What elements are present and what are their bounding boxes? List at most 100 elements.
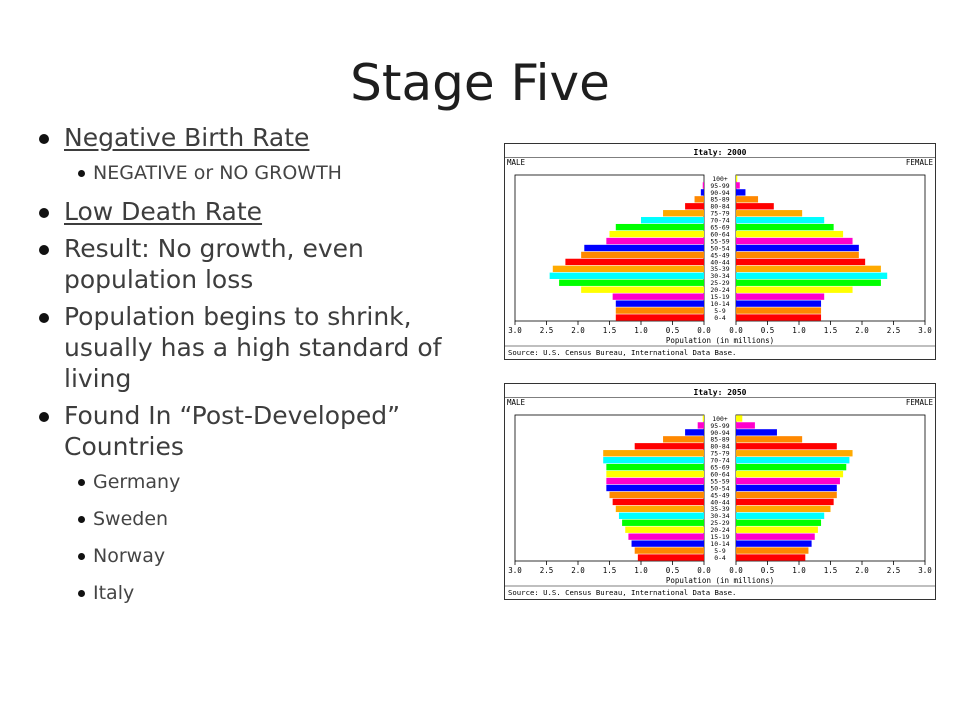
female-bar	[736, 307, 822, 314]
x-axis-label: Population (in millions)	[666, 576, 774, 585]
x-tick-label: 3.0	[508, 566, 522, 575]
age-group-label: 85-89	[710, 196, 729, 204]
age-group-label: 75-79	[710, 210, 729, 218]
age-group-label: 15-19	[710, 533, 729, 541]
female-bar	[736, 251, 859, 259]
age-group-label: 65-69	[710, 464, 729, 472]
bullet-result: Result: No growth, even population loss	[38, 233, 488, 295]
male-bar	[615, 505, 704, 513]
female-bar	[736, 540, 812, 547]
female-bar	[736, 526, 818, 533]
age-group-label: 90-94	[710, 429, 729, 437]
female-bar	[736, 279, 881, 286]
male-bar	[625, 526, 704, 533]
x-tick-label: 1.5	[824, 566, 838, 575]
female-bar	[736, 457, 850, 464]
male-bar	[559, 279, 704, 286]
male-bar	[549, 272, 704, 279]
x-axis-label: Population (in millions)	[666, 336, 774, 345]
female-bar	[736, 203, 774, 210]
x-tick-label: 0.5	[761, 566, 775, 575]
female-bar	[736, 237, 853, 245]
source-note: Source: U.S. Census Bureau, Internationa…	[508, 348, 736, 357]
male-bar	[615, 223, 704, 231]
male-bar	[628, 533, 704, 540]
age-group-label: 60-64	[710, 470, 729, 478]
male-bar	[584, 244, 704, 252]
female-bar	[736, 272, 888, 279]
male-bar	[606, 484, 704, 492]
age-group-label: 80-84	[710, 443, 729, 451]
x-tick-label: 0.5	[666, 566, 680, 575]
x-tick-label: 2.0	[855, 566, 869, 575]
age-group-label: 50-54	[710, 484, 729, 492]
male-bar	[606, 463, 704, 471]
x-tick-label: 2.5	[887, 326, 901, 335]
male-bar	[552, 265, 704, 273]
male-bar	[581, 286, 704, 293]
male-bar	[622, 519, 704, 526]
female-bar	[736, 230, 844, 238]
female-bar	[736, 217, 825, 224]
male-bar	[694, 196, 704, 203]
x-tick-label: 2.0	[571, 566, 585, 575]
age-group-label: 60-64	[710, 230, 729, 238]
chart-title: Italy: 2000	[694, 148, 747, 157]
age-group-label: 0-4	[714, 314, 726, 322]
male-bar	[685, 429, 704, 436]
x-tick-label: 1.0	[792, 566, 806, 575]
male-bar	[697, 422, 704, 429]
bullet-population-shrink: Population begins to shrink, usually has…	[38, 301, 488, 394]
x-tick-label: 0.0	[729, 566, 743, 575]
female-bar	[736, 463, 847, 471]
male-bar	[702, 415, 704, 422]
x-tick-label: 3.0	[918, 326, 932, 335]
male-bar	[606, 470, 704, 478]
female-bar	[736, 196, 759, 203]
age-group-label: 25-29	[710, 519, 729, 527]
sub-bullet-negative-growth: NEGATIVE or NO GROWTH	[38, 159, 488, 187]
female-bar	[736, 512, 825, 519]
source-note: Source: U.S. Census Bureau, Internationa…	[508, 588, 736, 597]
chart-title: Italy: 2050	[694, 388, 747, 397]
female-bar	[736, 450, 853, 457]
male-bar	[612, 498, 704, 506]
male-label: MALE	[507, 158, 526, 167]
age-group-label: 25-29	[710, 279, 729, 287]
pyramid-svg: Italy: 2000 MALE FEMALE 100+95-9990-9485-89…	[505, 148, 935, 357]
male-bar	[615, 307, 704, 314]
x-tick-label: 2.5	[540, 566, 554, 575]
age-group-label: 0-4	[714, 554, 726, 562]
age-group-label: 100+	[712, 415, 728, 423]
x-tick-label: 2.5	[540, 326, 554, 335]
female-bar	[736, 415, 743, 422]
female-bar	[736, 519, 822, 526]
x-tick-label: 0.5	[666, 326, 680, 335]
female-bar	[736, 300, 822, 307]
age-group-label: 40-44	[710, 258, 729, 266]
bullet-text: Negative Birth Rate	[64, 123, 310, 152]
sub-bullet-germany: Germany	[38, 468, 488, 496]
female-label: FEMALE	[906, 158, 934, 167]
bullet-low-death-rate: Low Death Rate	[38, 196, 488, 227]
age-group-label: 70-74	[710, 217, 729, 225]
female-label: FEMALE	[906, 398, 934, 407]
sub-bullet-sweden: Sweden	[38, 505, 488, 533]
age-group-label: 5-9	[714, 547, 726, 555]
age-group-label: 95-99	[710, 182, 729, 190]
age-group-label: 95-99	[710, 422, 729, 430]
age-group-label: 10-14	[710, 300, 729, 308]
x-tick-label: 2.0	[855, 326, 869, 335]
x-tick-label: 3.0	[508, 326, 522, 335]
female-bar	[736, 533, 815, 540]
age-group-label: 35-39	[710, 505, 729, 513]
x-tick-label: 0.0	[697, 326, 711, 335]
bullet-negative-birth-rate: Negative Birth Rate	[38, 122, 488, 153]
female-bar	[736, 189, 746, 196]
female-bar	[736, 265, 881, 273]
female-bar	[736, 484, 837, 492]
x-tick-label: 2.0	[571, 326, 585, 335]
male-bar	[581, 251, 704, 259]
female-bar	[736, 223, 834, 231]
